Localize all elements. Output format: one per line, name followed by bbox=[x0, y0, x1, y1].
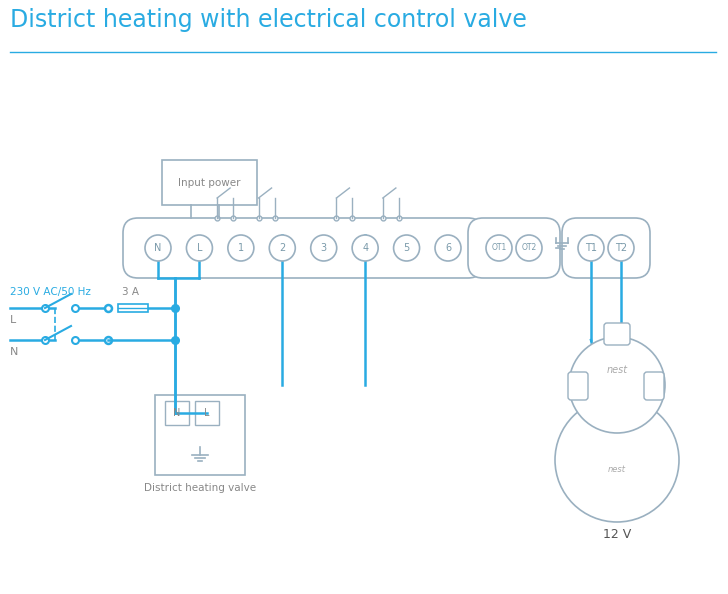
Text: OT1: OT1 bbox=[491, 244, 507, 252]
FancyBboxPatch shape bbox=[468, 218, 560, 278]
Text: OT2: OT2 bbox=[521, 244, 537, 252]
Text: 6: 6 bbox=[445, 243, 451, 253]
Circle shape bbox=[228, 235, 254, 261]
Circle shape bbox=[145, 235, 171, 261]
Text: N: N bbox=[10, 347, 18, 357]
Text: 5: 5 bbox=[403, 243, 410, 253]
Text: District heating valve: District heating valve bbox=[144, 483, 256, 493]
FancyBboxPatch shape bbox=[195, 401, 219, 425]
Text: L: L bbox=[10, 315, 16, 325]
Text: nest: nest bbox=[606, 365, 628, 375]
Circle shape bbox=[186, 235, 213, 261]
FancyBboxPatch shape bbox=[162, 160, 257, 205]
Text: L: L bbox=[197, 243, 202, 253]
Text: 230 V AC/50 Hz: 230 V AC/50 Hz bbox=[10, 287, 91, 297]
Text: T1: T1 bbox=[585, 243, 597, 253]
Text: L: L bbox=[205, 408, 210, 418]
Text: 2: 2 bbox=[279, 243, 285, 253]
Circle shape bbox=[608, 235, 634, 261]
Text: nest: nest bbox=[608, 466, 626, 475]
Circle shape bbox=[352, 235, 378, 261]
Text: N: N bbox=[154, 243, 162, 253]
FancyBboxPatch shape bbox=[644, 372, 664, 400]
Circle shape bbox=[394, 235, 419, 261]
Text: District heating with electrical control valve: District heating with electrical control… bbox=[10, 8, 527, 32]
Circle shape bbox=[516, 235, 542, 261]
Circle shape bbox=[269, 235, 296, 261]
FancyBboxPatch shape bbox=[118, 304, 148, 312]
Text: 4: 4 bbox=[362, 243, 368, 253]
Text: 3: 3 bbox=[320, 243, 327, 253]
Text: 1: 1 bbox=[238, 243, 244, 253]
FancyBboxPatch shape bbox=[155, 395, 245, 475]
FancyBboxPatch shape bbox=[165, 401, 189, 425]
Circle shape bbox=[311, 235, 337, 261]
FancyBboxPatch shape bbox=[568, 372, 588, 400]
Text: Input power: Input power bbox=[178, 178, 241, 188]
Circle shape bbox=[578, 235, 604, 261]
Circle shape bbox=[569, 337, 665, 433]
Text: 3 A: 3 A bbox=[122, 287, 138, 297]
Text: 12 V: 12 V bbox=[603, 529, 631, 542]
Circle shape bbox=[435, 235, 461, 261]
FancyBboxPatch shape bbox=[604, 323, 630, 345]
FancyBboxPatch shape bbox=[123, 218, 483, 278]
Text: T2: T2 bbox=[615, 243, 627, 253]
Circle shape bbox=[486, 235, 512, 261]
Circle shape bbox=[555, 398, 679, 522]
Text: N: N bbox=[173, 408, 181, 418]
FancyBboxPatch shape bbox=[562, 218, 650, 278]
